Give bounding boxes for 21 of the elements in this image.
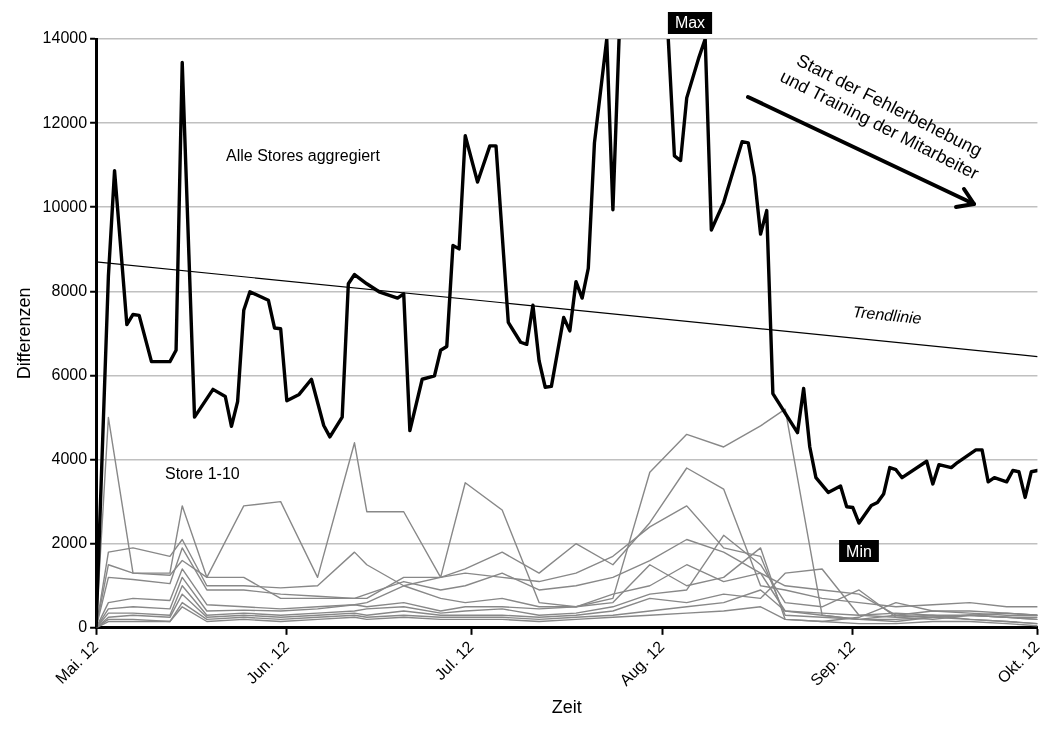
y-tick-label: 8000 <box>51 281 88 299</box>
x-tick-label: Mai. 12 <box>52 637 102 687</box>
annotation: Store 1-10 <box>165 465 240 483</box>
annotation: Min <box>846 542 872 560</box>
x-tick-label: Okt. 12 <box>994 637 1043 687</box>
y-tick-label: 14000 <box>42 29 88 47</box>
y-tick-label: 12000 <box>42 113 88 131</box>
x-axis-title: Zeit <box>551 697 582 718</box>
x-tick-label: Aug. 12 <box>616 637 668 689</box>
x-tick-label: Jul. 12 <box>431 637 477 684</box>
text: Max <box>674 14 706 32</box>
y-tick-label: 4000 <box>51 449 88 467</box>
x-tick-label: Jun. 12 <box>242 637 293 687</box>
y-axis-title: Differenzen <box>13 287 34 380</box>
y-tick-label: 0 <box>78 618 88 636</box>
text: Trendlinie <box>851 303 923 327</box>
y-tick-label: 6000 <box>51 365 88 383</box>
y-tick-label: 2000 <box>51 534 88 552</box>
text: Alle Stores aggregiert <box>226 147 381 165</box>
x-tick-label: Sep. 12 <box>807 637 859 689</box>
y-tick-label: 10000 <box>42 197 88 215</box>
